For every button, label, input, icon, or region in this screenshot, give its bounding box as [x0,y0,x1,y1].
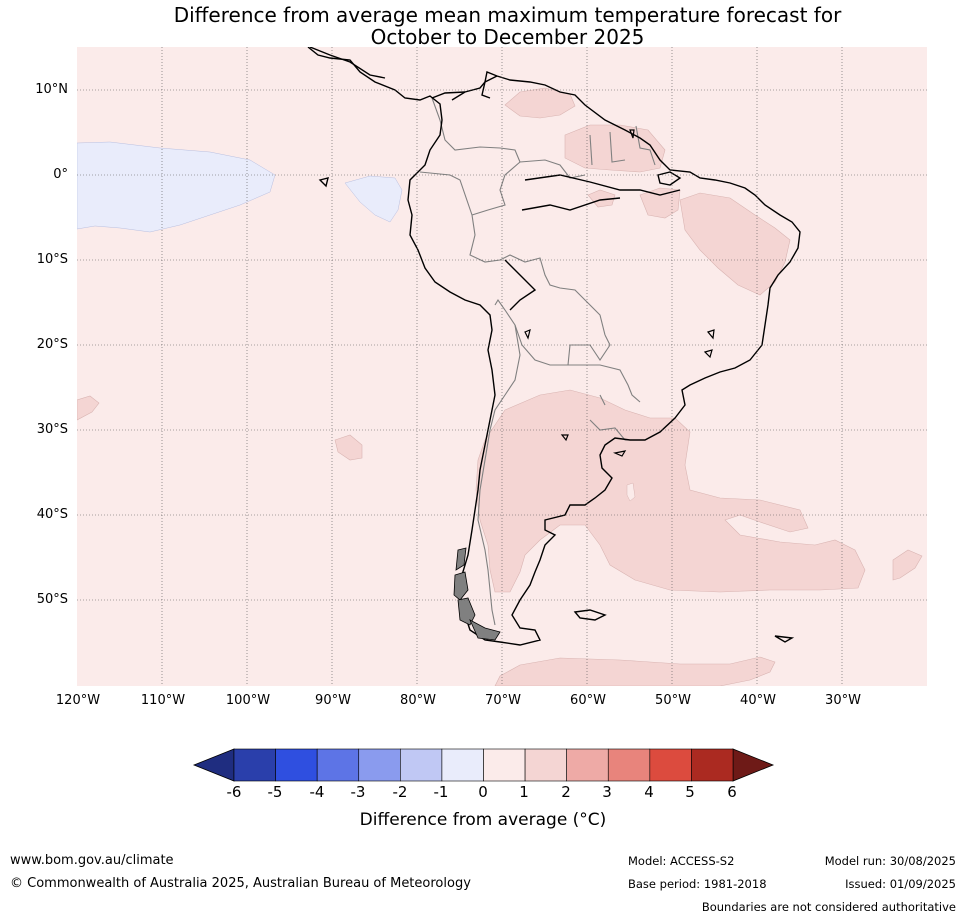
colorbar-tick: 4 [644,783,654,801]
colorbar-segment [441,748,484,782]
lat-label-40s: 40°S [36,507,68,522]
graticule [77,47,927,686]
lat-label-10s: 10°S [36,252,68,267]
colorbar-tick: -1 [433,783,449,801]
colorbar-segment [483,748,526,782]
lon-label-90w: 90°W [315,693,351,708]
colorbar-tick: -3 [350,783,366,801]
title-line-1: Difference from average mean maximum tem… [173,3,842,27]
map-area [77,47,927,686]
colorbar-tick: -4 [309,783,325,801]
south-atlantic-east-warm-region [892,549,923,581]
southern-ocean-warm-region [494,656,776,686]
colorbar-segment [649,748,692,782]
west-edge-warm-region [77,395,100,421]
southern-cone-warm-region [475,389,866,593]
colorbar-over-arrow [732,748,775,782]
lakes [524,129,715,457]
colorbar-tick: 3 [602,783,612,801]
colorbar-tick: 5 [685,783,695,801]
colorbar-segment [275,748,318,782]
caribbean-warm-region [504,87,576,119]
colorbar-segment [566,748,609,782]
footer-base-period: Base period: 1981-2018 [628,877,767,891]
colorbar-tick: -2 [392,783,408,801]
lon-label-80w: 80°W [400,693,436,708]
galapagos-cool-region [344,175,403,223]
colorbar-label: Difference from average (°C) [359,810,607,830]
colorbar-tick: -6 [226,783,242,801]
footer-model: Model: ACCESS-S2 [628,854,735,868]
lon-label-50w: 50°W [655,693,691,708]
lat-label-20s: 20°S [36,337,68,352]
lon-label-30w: 30°W [825,693,861,708]
lon-label-100w: 100°W [225,693,271,708]
amazon-mouth-warm-region [639,187,681,219]
colorbar-tick: 6 [727,783,737,801]
colorbar-segment [316,748,360,782]
guianas-warm-region [564,124,666,173]
lon-label-40w: 40°W [740,693,776,708]
lat-label-0: 0° [53,167,68,182]
colorbar-under-arrow [192,748,235,782]
footer-issued: Issued: 01/09/2025 [845,877,956,891]
lon-label-110w: 110°W [140,693,186,708]
footer-model-run: Model run: 30/08/2025 [824,854,956,868]
equatorial-pacific-cool-region [77,141,276,233]
lon-label-70w: 70°W [485,693,521,708]
amazon-warm-region [587,189,616,208]
lat-label-10n: 10°N [35,82,68,97]
footer-url[interactable]: www.bom.gov.au/climate [10,853,174,868]
title-line-2: October to December 2025 [370,25,645,49]
colorbar-segment [233,748,276,782]
colorbar-tick: -5 [267,783,283,801]
colorbar-segment [524,748,567,782]
colorbar-segment [358,748,401,782]
colorbar-tick: 0 [478,783,488,801]
colorbar-segment [400,748,443,782]
footer-copyright: © Commonwealth of Australia 2025, Austra… [10,876,471,891]
colorbar-tick: 1 [519,783,529,801]
colorbar [192,748,775,782]
chart-title: Difference from average mean maximum tem… [0,4,965,48]
lat-label-50s: 50°S [36,592,68,607]
footer-disclaimer: Boundaries are not considered authoritat… [701,900,956,914]
colorbar-segment [691,748,734,782]
small-neutral-island [626,482,636,502]
lon-label-60w: 60°W [570,693,606,708]
lon-label-120w: 120°W [55,693,101,708]
colorbar-segment [607,748,651,782]
chile-archipelago [453,547,501,641]
national-borders [419,97,656,626]
lat-label-30s: 30°S [36,422,68,437]
colorbar-tick: 2 [561,783,571,801]
pacific-small-warm-region [334,434,363,461]
